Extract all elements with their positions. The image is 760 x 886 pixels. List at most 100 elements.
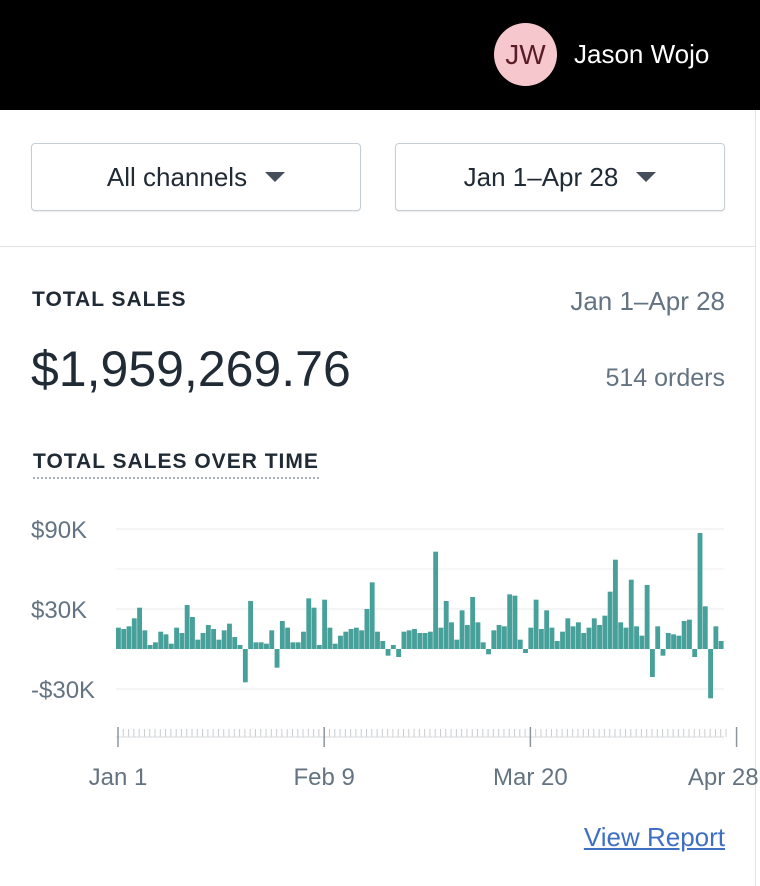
chart-bar[interactable] [190,617,195,649]
chart-bar[interactable] [353,627,359,649]
chart-bar[interactable] [311,607,317,649]
chart-bar[interactable] [644,585,650,649]
chart-bar[interactable] [295,642,301,649]
chart-bar[interactable] [449,622,454,649]
chart-bar[interactable] [306,598,312,649]
chart-bar[interactable] [438,627,444,649]
chart-bar[interactable] [634,626,639,649]
chart-bar[interactable] [528,627,534,649]
chart-bar[interactable] [422,633,428,649]
chart-bar[interactable] [507,594,513,649]
chart-bar[interactable] [401,631,407,649]
chart-bar[interactable] [116,627,121,649]
chart-bar[interactable] [163,634,169,649]
chart-bar[interactable] [131,618,137,649]
chart-bar[interactable] [147,645,153,649]
chart-bar[interactable] [486,649,491,655]
chart-bar[interactable] [269,630,275,649]
chart-bar[interactable] [591,618,597,649]
chart-bar[interactable] [612,559,618,649]
chart-bar[interactable] [264,643,269,649]
chart-bar[interactable] [274,649,280,668]
chart-bar[interactable] [338,635,343,649]
chart-bar[interactable] [570,626,576,649]
view-report-link[interactable]: View Report [583,822,725,852]
chart-bar[interactable] [242,649,248,683]
chart-bar[interactable] [464,625,470,649]
chart-bar[interactable] [168,643,174,649]
chart-bar[interactable] [660,649,666,656]
chart-bar[interactable] [427,631,433,649]
chart-bar[interactable] [692,649,698,657]
chart-bar[interactable] [137,607,143,649]
avatar[interactable]: JW [494,23,557,86]
chart-bar[interactable] [671,634,676,649]
chart-bar[interactable] [158,631,164,649]
chart-bar[interactable] [216,639,222,649]
chart-bar[interactable] [195,639,201,649]
chart-bar[interactable] [153,642,158,649]
chart-bar[interactable] [718,641,724,649]
chart-bar[interactable] [686,619,692,649]
chart-bar[interactable] [375,631,380,649]
chart-bar[interactable] [279,621,285,649]
chart-bar[interactable] [348,629,354,649]
chart-bar[interactable] [142,630,148,649]
chart-bar[interactable] [676,635,682,649]
chart-bar[interactable] [253,642,259,649]
chart-title[interactable]: TOTAL SALES OVER TIME [33,450,319,479]
chart-bar[interactable] [581,633,587,649]
chart-bar[interactable] [575,622,581,649]
chart-bar[interactable] [623,627,629,649]
chart-bar[interactable] [433,551,439,649]
chart-bar[interactable] [607,591,613,649]
chart-bar[interactable] [496,625,502,649]
user-name[interactable]: Jason Wojo [574,39,710,69]
chart-bar[interactable] [618,622,624,649]
chart-bar[interactable] [390,645,396,649]
chart-bar[interactable] [221,630,227,649]
chart-bar[interactable] [517,639,523,649]
chart-bar[interactable] [560,631,565,649]
chart-bar[interactable] [480,642,486,649]
chart-bar[interactable] [665,633,671,649]
chart-bar[interactable] [523,649,528,653]
chart-bar[interactable] [459,610,465,649]
chart-bar[interactable] [380,641,386,649]
chart-bar[interactable] [713,626,719,649]
chart-bar[interactable] [179,633,185,649]
chart-bar[interactable] [697,533,703,649]
chart-bar[interactable] [285,627,291,649]
chart-bar[interactable] [322,599,328,649]
chart-bar[interactable] [369,582,375,649]
chart-bar[interactable] [396,649,402,657]
chart-bar[interactable] [586,627,592,649]
chart-bar[interactable] [359,630,365,649]
chart-bar[interactable] [327,627,333,649]
chart-bar[interactable] [205,625,211,649]
chart-bar[interactable] [211,629,217,649]
chart-bar[interactable] [533,599,539,649]
chart-bar[interactable] [681,621,687,649]
chart-bar[interactable] [232,637,238,649]
chart-bar[interactable] [248,601,254,649]
chart-bar[interactable] [649,649,655,677]
chart-bar[interactable] [184,605,190,649]
chart-bar[interactable] [491,630,497,649]
chart-bar[interactable] [332,643,338,649]
chart-bar[interactable] [602,615,608,649]
chart-bar[interactable] [200,633,206,649]
chart-bar[interactable] [174,627,180,649]
chart-bar[interactable] [454,639,460,649]
chart-bar[interactable] [554,641,560,649]
chart-bar[interactable] [538,629,544,649]
channel-filter-button[interactable]: All channels [31,143,361,211]
chart-bar[interactable] [708,649,713,699]
chart-bar[interactable] [258,642,264,649]
chart-bar[interactable] [227,623,232,649]
chart-bar[interactable] [512,595,518,649]
chart-bar[interactable] [639,635,645,649]
chart-bar[interactable] [406,630,412,649]
chart-bar[interactable] [655,626,661,649]
chart-bar[interactable] [385,649,391,656]
